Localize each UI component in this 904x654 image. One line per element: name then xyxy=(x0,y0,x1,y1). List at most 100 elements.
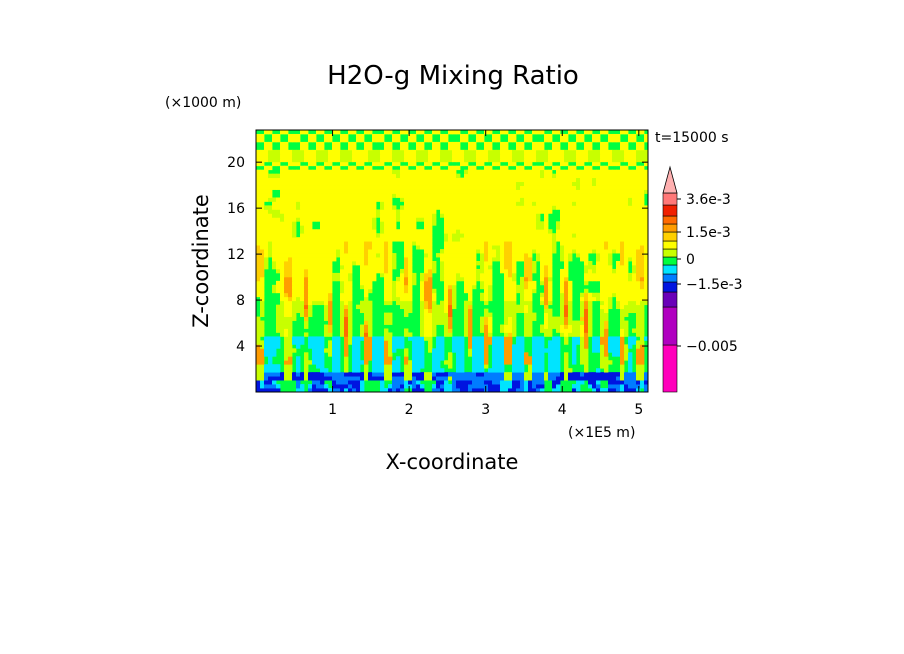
heatmap-cell xyxy=(588,185,593,190)
heatmap-cell xyxy=(308,288,313,294)
heatmap-cell xyxy=(444,197,449,202)
heatmap-cell xyxy=(516,201,521,206)
heatmap-cell xyxy=(624,253,629,258)
heatmap-cell xyxy=(552,205,557,210)
heatmap-cell xyxy=(516,288,521,294)
heatmap-cell xyxy=(548,280,553,286)
heatmap-cell xyxy=(400,205,405,210)
heatmap-cell xyxy=(388,312,393,317)
heatmap-cell xyxy=(292,201,297,206)
heatmap-cell xyxy=(424,332,429,337)
heatmap-cell xyxy=(524,352,529,357)
heatmap-cell xyxy=(588,181,593,186)
heatmap-cell xyxy=(620,288,625,294)
heatmap-cell xyxy=(476,233,481,238)
heatmap-cell xyxy=(404,268,409,274)
heatmap-cell xyxy=(640,272,645,278)
heatmap-cell xyxy=(600,340,605,345)
heatmap-cell xyxy=(288,177,293,183)
heatmap-cell xyxy=(304,237,309,242)
heatmap-cell xyxy=(480,388,485,392)
heatmap-cell xyxy=(372,348,377,353)
heatmap-cell xyxy=(404,217,409,222)
heatmap-cell xyxy=(368,348,373,353)
heatmap-cell xyxy=(348,388,353,392)
heatmap-cell xyxy=(272,229,277,234)
heatmap-cell xyxy=(492,384,497,389)
heatmap-cell xyxy=(288,213,293,218)
heatmap-cell xyxy=(500,213,505,218)
heatmap-cell xyxy=(308,161,313,167)
heatmap-cell xyxy=(448,280,453,286)
heatmap-cell xyxy=(400,217,405,222)
heatmap-cell xyxy=(576,245,581,250)
heatmap-cell xyxy=(584,169,589,175)
heatmap-cell xyxy=(400,292,405,298)
heatmap-cell xyxy=(432,149,437,155)
heatmap-cell xyxy=(636,384,641,389)
heatmap-cell xyxy=(316,229,321,234)
heatmap-cell xyxy=(284,312,289,317)
heatmap-cell xyxy=(628,189,633,194)
heatmap-cell xyxy=(608,225,613,230)
heatmap-cell xyxy=(564,328,569,333)
heatmap-cell xyxy=(352,348,357,353)
heatmap-cell xyxy=(304,249,309,254)
heatmap-cell xyxy=(516,193,521,198)
heatmap-cell xyxy=(528,169,533,175)
heatmap-cell xyxy=(428,312,433,317)
heatmap-cell xyxy=(300,245,305,250)
heatmap-cell xyxy=(376,233,381,238)
heatmap-cell xyxy=(432,197,437,202)
heatmap-cell xyxy=(544,133,549,139)
heatmap-cell xyxy=(340,213,345,218)
heatmap-cell xyxy=(408,237,413,242)
heatmap-cell xyxy=(544,245,549,250)
heatmap-cell xyxy=(580,237,585,242)
heatmap-cell xyxy=(632,261,637,266)
heatmap-cell xyxy=(316,217,321,222)
heatmap-cell xyxy=(444,137,449,143)
heatmap-cell xyxy=(392,205,397,210)
heatmap-cell xyxy=(276,261,281,266)
heatmap-cell xyxy=(424,157,429,163)
heatmap-cell xyxy=(524,261,529,266)
heatmap-cell xyxy=(416,173,421,179)
heatmap-cell xyxy=(328,177,333,183)
heatmap-cell xyxy=(612,268,617,274)
heatmap-cell xyxy=(288,360,293,365)
heatmap-cell xyxy=(384,221,389,226)
heatmap-cell xyxy=(464,137,469,143)
heatmap-cell xyxy=(612,284,617,290)
heatmap-cell xyxy=(592,149,597,155)
heatmap-cell xyxy=(328,181,333,186)
heatmap-cell xyxy=(292,221,297,226)
heatmap-cell xyxy=(596,233,601,238)
heatmap-cell xyxy=(484,209,489,214)
heatmap-cell xyxy=(500,225,505,230)
heatmap-cell xyxy=(540,352,545,357)
heatmap-cell xyxy=(484,181,489,186)
heatmap-cell xyxy=(592,264,597,270)
heatmap-cell xyxy=(428,292,433,298)
heatmap-cell xyxy=(436,149,441,155)
heatmap-cell xyxy=(364,292,369,298)
heatmap-cell xyxy=(580,340,585,345)
heatmap-cell xyxy=(400,177,405,183)
heatmap-cell xyxy=(336,372,341,377)
heatmap-cell xyxy=(508,237,513,242)
heatmap-cell xyxy=(588,296,593,302)
heatmap-cell xyxy=(428,185,433,190)
heatmap-cell xyxy=(400,169,405,175)
heatmap-cell xyxy=(408,225,413,230)
heatmap-cell xyxy=(616,197,621,202)
heatmap-cell xyxy=(580,157,585,163)
heatmap-cell xyxy=(644,292,648,298)
heatmap-cell xyxy=(348,308,353,314)
heatmap-cell xyxy=(272,336,277,341)
heatmap-cell xyxy=(316,181,321,186)
heatmap-cell xyxy=(480,264,485,270)
heatmap-cell xyxy=(564,173,569,179)
heatmap-cell xyxy=(520,237,525,242)
heatmap-cell xyxy=(440,193,445,198)
